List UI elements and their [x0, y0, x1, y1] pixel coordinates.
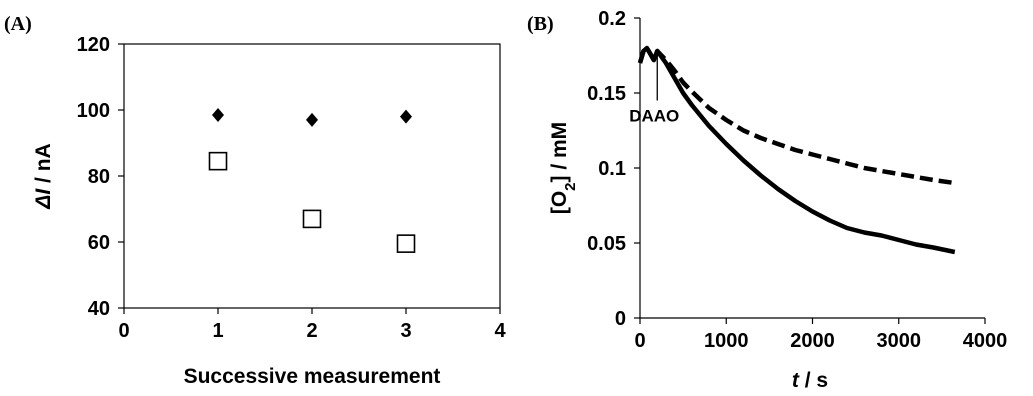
panel-b-x-axis-title-unit: / s — [799, 369, 828, 392]
panel-b-marks — [637, 45, 956, 255]
panel-b-y-axis-title: [O2] / mM — [548, 122, 579, 214]
panel-b-x-axis-title: t / s — [792, 369, 828, 392]
panel-a: (A) 0 1 2 3 4 40 60 80 100 120 Successive measure… — [4, 13, 506, 388]
panel-a-y-tick-label: 100 — [77, 100, 110, 122]
panel-b-y-tick-label: 0.05 — [587, 233, 626, 255]
panel-a-x-axis-title: Successive measurement — [184, 365, 441, 388]
panel-b: (B) 0 1000 2000 3000 4000 0 0.05 0.1 0.15 0.2 DAA… — [527, 8, 1007, 392]
panel-a-x-tick-label: 3 — [400, 320, 411, 342]
panel-a-x-tick-label: 1 — [212, 320, 223, 342]
dashed-series-line — [637, 45, 956, 186]
panel-a-label: (A) — [4, 13, 32, 35]
panel-b-x-axis-title-symbol: t — [792, 369, 800, 392]
series-2-point — [396, 234, 416, 253]
panel-b-y-axis-title-subscript: 2 — [562, 183, 579, 191]
series-2-point — [302, 209, 322, 229]
panel-b-x-tick-label: 1000 — [704, 330, 749, 352]
panel-a-x-tick-label: 0 — [118, 320, 129, 342]
series-2-point — [208, 151, 228, 171]
panel-a-y-axis-title-unit: / nA — [32, 143, 55, 189]
panel-b-y-tick-label: 0.15 — [587, 83, 626, 105]
panel-a-x-tick-label: 4 — [494, 320, 506, 342]
panel-b-y-tick-label: 0.1 — [598, 158, 626, 180]
daao-annotation-label: DAAO — [629, 107, 679, 126]
panel-a-y-tick-label: 80 — [88, 166, 110, 188]
panel-b-x-tick-label: 0 — [634, 330, 645, 352]
panel-a-y-axis-title: ΔI / nA — [32, 143, 55, 209]
panel-a-plot-frame — [123, 43, 501, 309]
panel-a-ticks: 0 1 2 3 4 40 60 80 100 120 — [77, 34, 507, 342]
panel-a-y-tick-label: 60 — [88, 232, 110, 254]
panel-b-y-tick-label: 0.2 — [598, 8, 626, 30]
series-1-point — [306, 112, 318, 127]
panel-a-y-tick-label: 120 — [77, 34, 110, 56]
panel-b-y-axis-title-unit: ] / mM — [548, 122, 571, 183]
panel-b-x-tick-label: 3000 — [877, 330, 922, 352]
panel-b-x-tick-label: 4000 — [963, 330, 1008, 352]
panel-b-y-axis-title-main: [O — [548, 191, 571, 214]
panel-a-marks — [208, 107, 416, 253]
panel-b-annotation: DAAO — [629, 52, 679, 126]
panel-b-ticks: 0 1000 2000 3000 4000 0 0.05 0.1 0.15 0.2 — [587, 8, 1007, 352]
series-1-point — [400, 109, 412, 124]
panel-b-y-tick-label: 0 — [615, 308, 626, 330]
panel-b-x-tick-label: 2000 — [790, 330, 835, 352]
panel-a-y-tick-label: 40 — [88, 298, 110, 320]
panel-a-x-tick-label: 2 — [306, 320, 317, 342]
series-1-point — [212, 107, 224, 122]
panel-b-label: (B) — [527, 13, 554, 35]
panel-a-y-axis-title-symbol: ΔI — [32, 188, 55, 210]
